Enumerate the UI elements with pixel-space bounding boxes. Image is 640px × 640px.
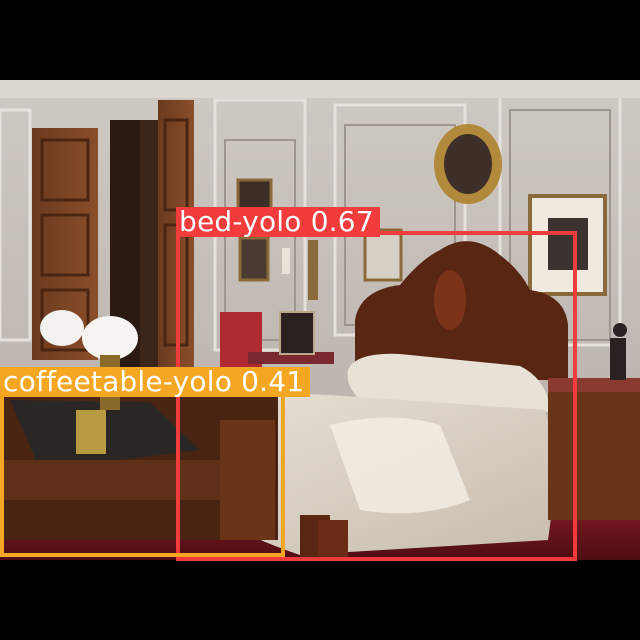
wall-sconce [308,240,318,300]
bed-detection-label: bed-yolo 0.67 [176,207,380,237]
lamp-globe-right [82,316,138,360]
bedroom-photo [0,80,640,560]
coffeetable-detection-label: coffeetable-yolo 0.41 [0,367,311,397]
right-nightstand [548,380,640,520]
bedroom-photo-illustration [0,80,640,560]
wall-picture-3 [363,228,403,282]
lamp-base [76,410,106,454]
lamp-globe-left [40,310,84,346]
candlestick-phone [610,338,626,380]
wall-picture-2 [238,236,270,282]
pillow [347,353,550,412]
coffeetable-detection-box [0,393,285,557]
